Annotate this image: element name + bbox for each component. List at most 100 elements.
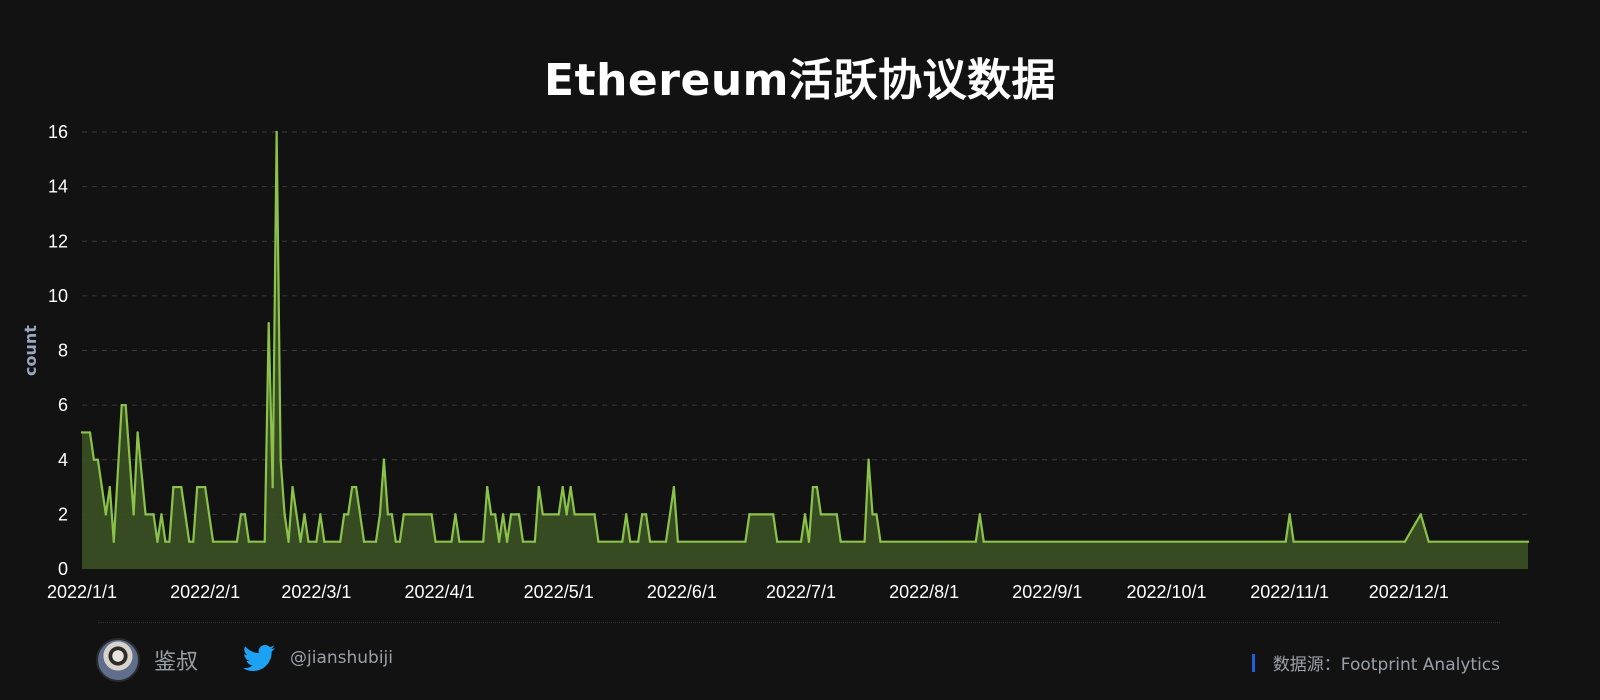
x-tick-label: 2022/9/1 [1012, 582, 1082, 602]
data-point [482, 540, 485, 543]
data-point [593, 513, 596, 516]
data-point [382, 458, 386, 461]
data-point [565, 513, 568, 516]
y-tick-label: 14 [48, 177, 68, 197]
data-point [319, 513, 322, 516]
data-point [315, 540, 318, 543]
data-point [192, 540, 195, 543]
x-tick-label: 2022/10/1 [1126, 582, 1206, 602]
data-point [239, 513, 243, 516]
data-point [533, 540, 537, 543]
data-point [458, 540, 461, 543]
data-point [1284, 540, 1287, 543]
data-point [493, 513, 497, 516]
data-point [378, 513, 382, 516]
x-tick-label: 2022/2/1 [170, 582, 240, 602]
data-point [811, 485, 815, 489]
data-point [132, 513, 135, 516]
data-point [164, 540, 167, 543]
x-tick-label: 2022/8/1 [889, 582, 959, 602]
source-accent-bar [1251, 653, 1255, 672]
data-point [521, 540, 525, 543]
data-point [557, 513, 560, 516]
data-point [863, 540, 866, 543]
data-point [430, 513, 433, 516]
data-point [390, 513, 394, 516]
data-point [156, 540, 159, 543]
twitter-bird-icon [242, 645, 275, 672]
data-source: 数据源：Footprint Analytics [1251, 650, 1500, 675]
twitter-block: @jianshubiji [240, 642, 393, 674]
data-point [346, 513, 350, 516]
data-point [323, 540, 326, 543]
x-tick-label: 2022/1/1 [47, 582, 117, 602]
data-point [497, 540, 501, 543]
data-point [799, 540, 803, 543]
data-point [374, 540, 378, 543]
y-tick-label: 4 [58, 450, 68, 470]
y-tick-label: 6 [58, 395, 68, 415]
data-point [625, 513, 628, 516]
x-tick-label: 2022/7/1 [766, 582, 836, 602]
data-point [104, 513, 108, 516]
data-point [839, 540, 842, 543]
data-point [275, 130, 278, 134]
data-point [509, 513, 513, 516]
data-point [803, 513, 807, 516]
grid-lines [82, 131, 1528, 515]
data-point [537, 485, 541, 489]
data-point [541, 513, 545, 516]
data-point [489, 513, 493, 516]
data-point [211, 540, 215, 543]
data-point [744, 540, 747, 543]
data-point [144, 513, 147, 516]
data-point [1288, 513, 1291, 516]
data-point [303, 513, 306, 516]
data-point [505, 540, 509, 543]
data-point [676, 540, 680, 543]
x-tick-label: 2022/3/1 [281, 582, 351, 602]
data-point [96, 458, 100, 461]
data-point [974, 540, 978, 543]
data-point [621, 540, 624, 543]
data-point [203, 485, 207, 489]
data-point [243, 513, 247, 516]
data-point [279, 458, 282, 461]
x-tick-label: 2022/5/1 [524, 582, 594, 602]
data-point [450, 540, 453, 543]
data-point [307, 540, 310, 543]
x-tick-label: 2022/12/1 [1369, 582, 1449, 602]
data-point [1292, 540, 1295, 543]
source-text: 数据源：Footprint Analytics [1272, 655, 1500, 675]
data-point [748, 513, 751, 516]
data-point [80, 431, 84, 434]
data-point [402, 513, 405, 516]
data-point [517, 513, 521, 516]
series-line [82, 130, 1528, 543]
data-point [807, 540, 811, 543]
data-point [172, 485, 175, 489]
data-point [501, 513, 505, 516]
data-point [299, 540, 302, 543]
y-axis-label: count [21, 325, 40, 376]
data-point [88, 431, 92, 434]
data-point [350, 485, 354, 489]
data-point [188, 540, 191, 543]
data-point [664, 540, 668, 543]
y-tick-label: 2 [58, 504, 68, 524]
data-point [120, 403, 123, 407]
footer-divider [98, 622, 1500, 623]
data-point [124, 403, 127, 407]
data-point [1526, 540, 1530, 543]
data-point [291, 485, 294, 489]
y-tick-label: 12 [48, 231, 68, 251]
data-point [867, 458, 870, 461]
data-point [569, 485, 572, 489]
data-point [871, 513, 874, 516]
data-point [819, 513, 823, 516]
data-point [835, 513, 838, 516]
twitter-handle: @jianshubiji [290, 648, 394, 668]
data-point [283, 513, 286, 516]
data-point [982, 540, 985, 543]
